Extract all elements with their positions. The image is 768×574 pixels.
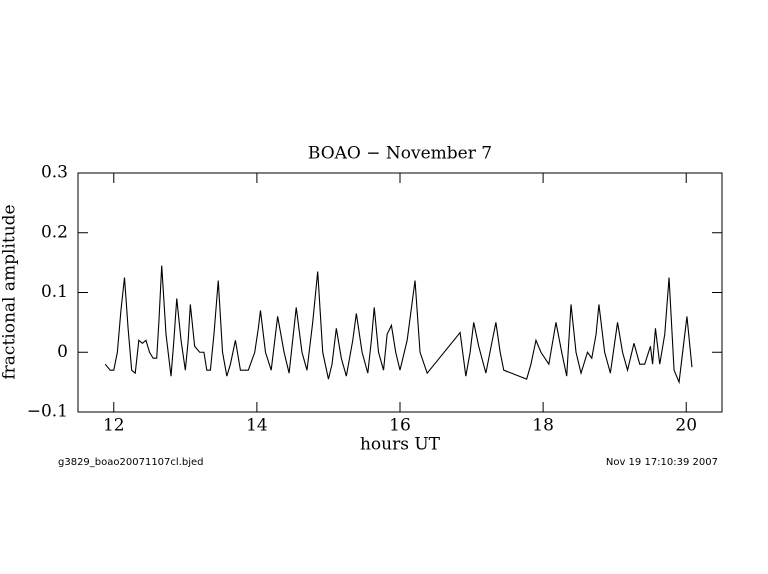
footer-left: g3829_boao20071107cl.bjed	[58, 457, 204, 468]
x-tick-label: 20	[675, 416, 697, 436]
x-tick-label: 14	[246, 416, 268, 436]
x-tick-label: 16	[389, 416, 411, 436]
plot-frame	[77, 172, 723, 413]
chart-title: BOAO − November 7	[308, 144, 492, 164]
x-tick-label: 18	[532, 416, 554, 436]
footer-right: Nov 19 17:10:39 2007	[606, 457, 718, 468]
y-tick-label: 0	[57, 342, 68, 362]
y-axis-label: fractional amplitude	[0, 204, 20, 379]
y-tick-label: 0.2	[41, 222, 68, 242]
x-axis-label: hours UT	[360, 435, 441, 455]
light-curve	[104, 265, 693, 385]
x-tick-label: 12	[103, 416, 125, 436]
y-tick-label: 0.1	[41, 282, 68, 302]
y-tick-label: −0.1	[27, 402, 68, 422]
y-tick-label: 0.3	[41, 163, 68, 183]
